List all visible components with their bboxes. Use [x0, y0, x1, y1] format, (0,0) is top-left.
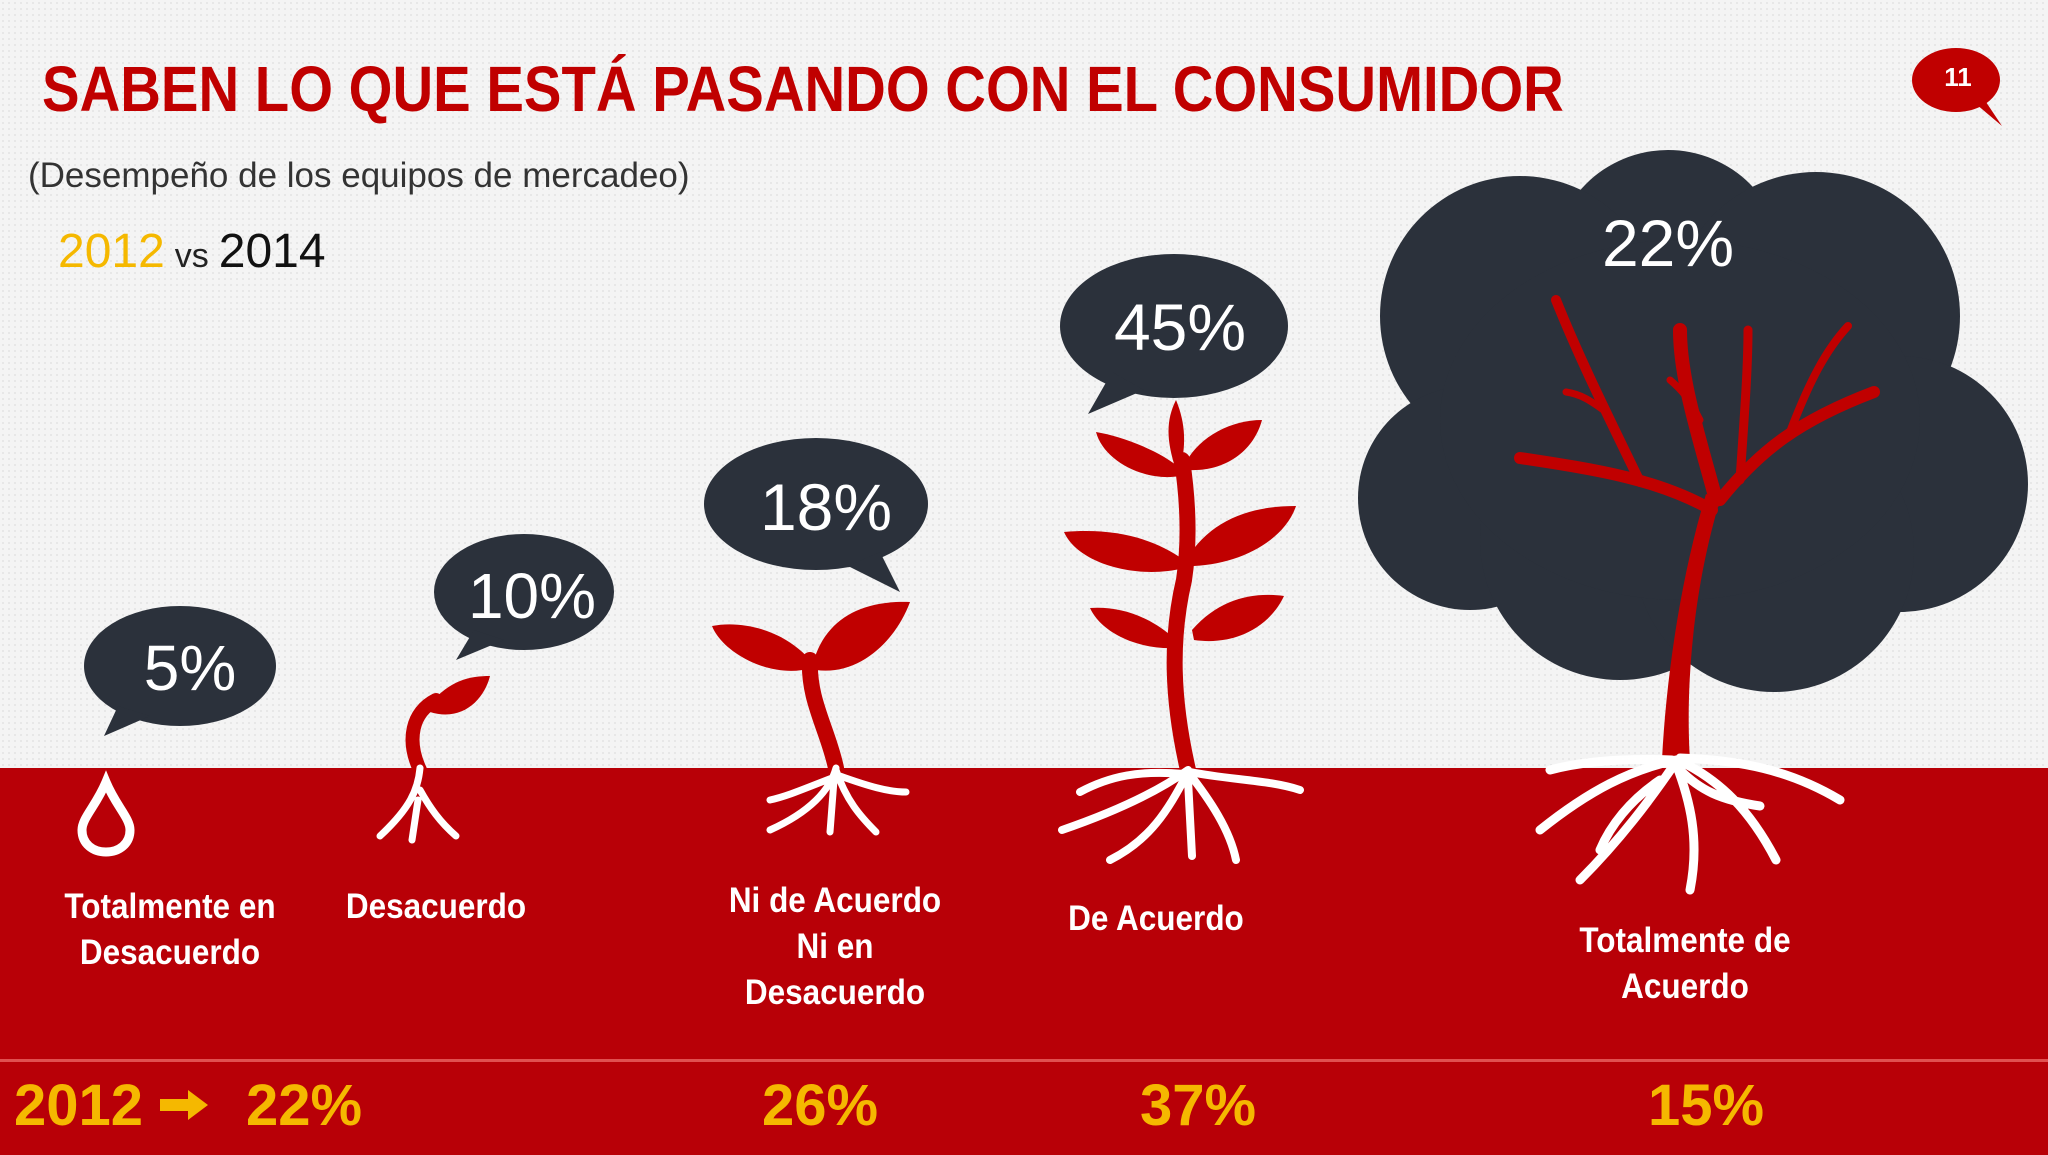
- bottom-2012-bar: [0, 1059, 2048, 1155]
- year-2014-label: 2014: [218, 225, 326, 278]
- value-label-2012-2: 26%: [762, 1073, 879, 1138]
- tree-icon: [1514, 295, 1880, 895]
- bubble-de-acuerdo: 45%: [1060, 254, 1288, 414]
- category-label-line: Totalmente en: [64, 887, 276, 926]
- seedling-icon: [712, 601, 910, 836]
- category-label-0: Totalmente en Desacuerdo: [53, 884, 287, 976]
- value-label-2014-3: 45%: [1114, 290, 1246, 364]
- category-label-line: De Acuerdo: [1068, 899, 1244, 938]
- category-label-line: Desacuerdo: [79, 933, 261, 972]
- water-drop-icon: [77, 770, 135, 857]
- bottom-year-label: 2012: [14, 1073, 144, 1138]
- sprout-icon: [376, 676, 490, 844]
- category-label-2: Ni de Acuerdo Ni en Desacuerdo: [714, 878, 957, 1016]
- page-subtitle: (Desempeño de los equipos de mercadeo): [28, 156, 690, 195]
- category-label-4: Totalmente de Acuerdo: [1555, 918, 1816, 1010]
- category-label-line: Desacuerdo: [345, 887, 527, 926]
- year-comparison: 2012 vs 2014: [58, 224, 326, 279]
- bubble-totalmente-desacuerdo: 5%: [84, 606, 276, 736]
- category-label-line: Ni en: [796, 927, 874, 966]
- category-label-line: Acuerdo: [1621, 967, 1749, 1006]
- value-label-2014-2: 18%: [760, 470, 892, 544]
- category-label-line: Totalmente de: [1579, 921, 1791, 960]
- category-label-3: De Acuerdo: [1048, 896, 1264, 942]
- value-label-2014-1: 10%: [468, 560, 596, 632]
- value-label-2014-0: 5%: [144, 632, 237, 704]
- value-label-2014-4: 22%: [1602, 206, 1734, 280]
- value-label-2012-0: 22%: [246, 1073, 363, 1138]
- right-arrow-icon: [160, 1090, 208, 1120]
- category-label-1: Desacuerdo: [328, 884, 544, 930]
- page-number-bubble-icon: [1912, 48, 2002, 126]
- category-label-line: Desacuerdo: [744, 973, 926, 1012]
- young-plant-icon: [1058, 400, 1304, 864]
- vs-label: vs: [174, 237, 209, 275]
- bubble-desacuerdo: 10%: [434, 534, 614, 660]
- category-label-line: Ni de Acuerdo: [728, 881, 942, 920]
- value-label-2012-3: 37%: [1140, 1073, 1257, 1138]
- bubble-ni-acuerdo: 18%: [704, 438, 928, 592]
- page-number: 11: [1944, 62, 1972, 92]
- page-title: SABEN LO QUE ESTÁ PASANDO CON EL CONSUMI…: [42, 53, 1564, 125]
- year-2012-label: 2012: [58, 225, 165, 278]
- value-label-2012-4: 15%: [1648, 1073, 1765, 1138]
